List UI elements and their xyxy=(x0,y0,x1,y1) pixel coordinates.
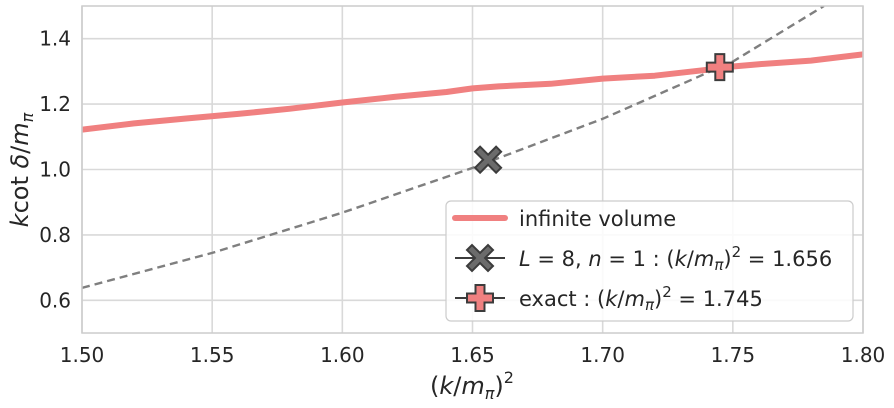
legend-lattice-label: L = 8, n = 1 : (k/mπ)2 = 1.656 xyxy=(519,243,832,274)
y-tick-label: 0.6 xyxy=(39,288,71,312)
y-tick-labels: 0.6 0.8 1.0 1.2 1.4 xyxy=(39,27,71,313)
x-tick-label: 1.70 xyxy=(580,343,625,367)
legend-box xyxy=(445,200,854,322)
y-tick-label: 1.2 xyxy=(39,92,71,116)
legend: infinite volume L = 8, n = 1 : (k/mπ)2 =… xyxy=(445,200,854,322)
legend-infinite-label: infinite volume xyxy=(519,207,676,231)
y-tick-label: 1.0 xyxy=(39,158,71,182)
y-tick-label: 1.4 xyxy=(39,27,71,51)
x-tick-labels: 1.50 1.55 1.60 1.65 1.70 1.75 1.80 xyxy=(60,343,886,367)
legend-exact-entry: exact : (k/mπ)2 = 1.745 xyxy=(455,283,763,314)
legend-plus-marker-icon xyxy=(466,284,494,312)
legend-x-marker-icon xyxy=(465,243,495,273)
x-tick-label: 1.65 xyxy=(450,343,495,367)
x-marker-lattice-point xyxy=(473,145,503,175)
infinite-volume-line xyxy=(82,51,863,133)
x-tick-label: 1.60 xyxy=(320,343,365,367)
x-tick-label: 1.55 xyxy=(190,343,235,367)
plus-marker-exact-point xyxy=(705,53,734,82)
x-tick-label: 1.80 xyxy=(841,343,886,367)
legend-lattice-entry: L = 8, n = 1 : (k/mπ)2 = 1.656 xyxy=(455,243,832,274)
plot-frame xyxy=(81,5,864,334)
markers xyxy=(473,53,734,175)
legend-exact-label: exact : (k/mπ)2 = 1.745 xyxy=(519,283,763,314)
x-axis-label: (k/mπ)2 xyxy=(430,368,514,403)
x-tick-label: 1.75 xyxy=(711,343,756,367)
grid xyxy=(81,6,864,333)
x-tick-label: 1.50 xyxy=(60,343,105,367)
y-tick-label: 0.8 xyxy=(39,223,71,247)
y-axis-label: kcot δ/mπ xyxy=(6,112,37,227)
